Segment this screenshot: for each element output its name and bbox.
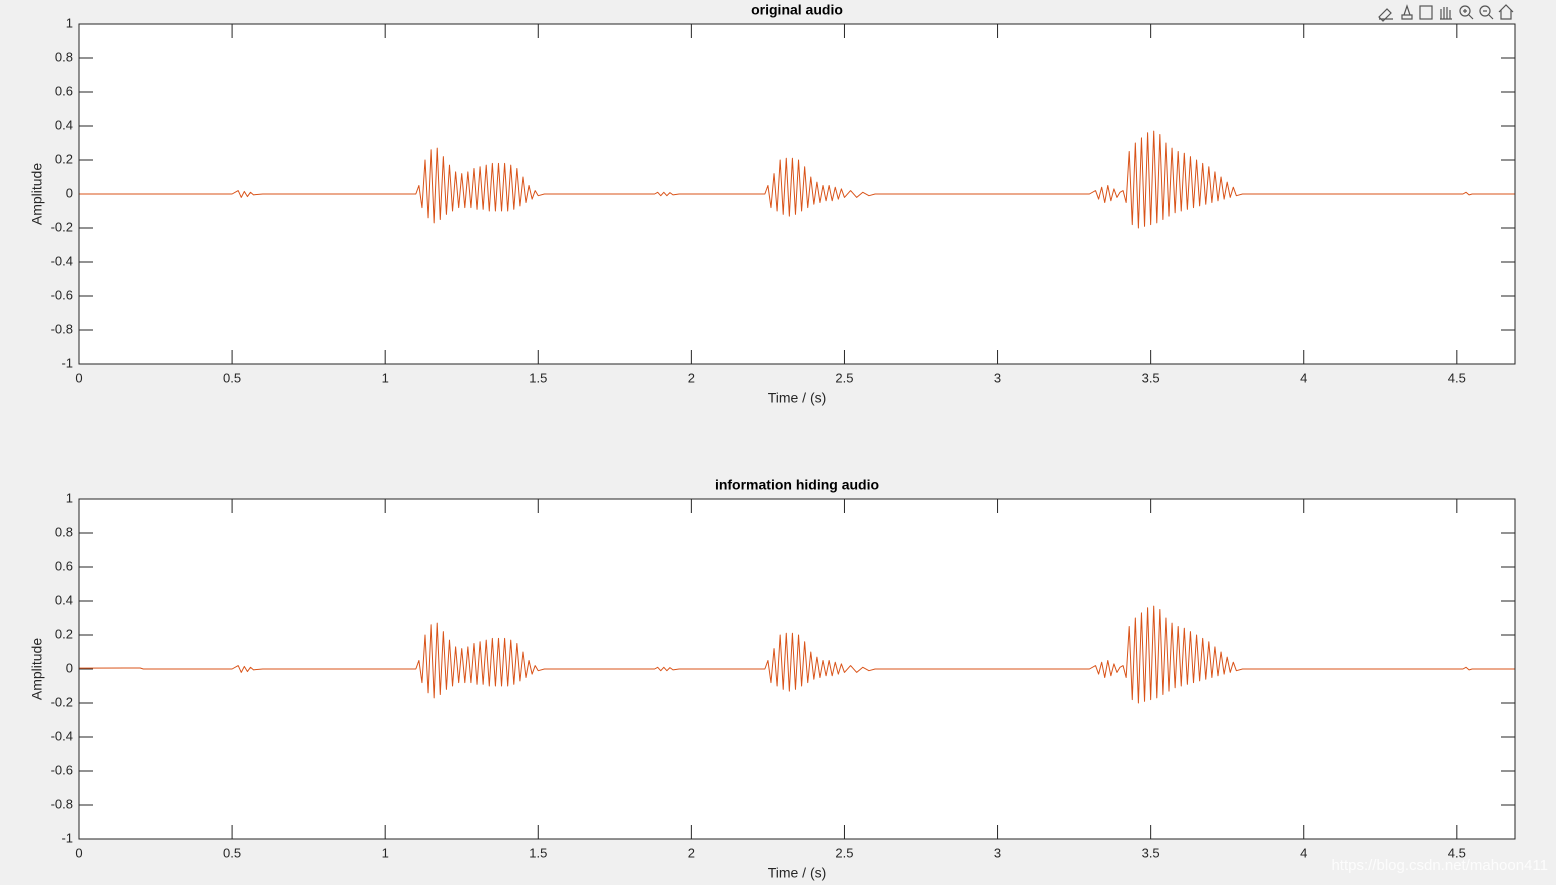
y-tick-label: 0.6	[55, 558, 73, 573]
y-tick-label: -0.6	[51, 287, 73, 302]
x-tick-label: 2.5	[835, 370, 853, 385]
x-tick-label: 1	[382, 845, 389, 860]
y-tick-label: -1	[61, 355, 73, 370]
x-tick-label: 1.5	[529, 370, 547, 385]
y-tick-label: 0	[66, 185, 73, 200]
y-tick-label: -0.6	[51, 762, 73, 777]
y-tick-label: -0.4	[51, 728, 73, 743]
axes: information hiding audio Time / (s) Amplit…	[29, 477, 1516, 881]
zoom-out-handle[interactable]	[1483, 10, 1494, 20]
y-tick-label: -0.8	[51, 796, 73, 811]
x-tick-label: 3	[994, 845, 1001, 860]
x-tick-label: 0.5	[223, 370, 241, 385]
zoom-out-icon[interactable]	[1479, 5, 1491, 17]
axes-title: information hiding audio	[715, 477, 879, 493]
x-axis-label: Time / (s)	[768, 865, 827, 881]
x-tick-label: 0	[75, 845, 82, 860]
y-tick-label: 0.6	[55, 83, 73, 98]
watermark: https://blog.csdn.net/mahoon411	[1331, 857, 1548, 874]
x-tick-label: 1	[382, 370, 389, 385]
y-axis-label: Amplitude	[29, 638, 45, 700]
axes-toolbar[interactable]	[1378, 4, 1514, 22]
y-tick-label: 1	[66, 15, 73, 30]
axes-box	[78, 23, 1516, 365]
y-tick-label: 0.2	[55, 626, 73, 641]
y-axis-label: Amplitude	[29, 163, 45, 225]
x-tick-label: 3.5	[1142, 370, 1160, 385]
x-tick-label: 1.5	[529, 845, 547, 860]
waveform	[78, 605, 1515, 704]
x-tick-label: 3	[994, 370, 1001, 385]
y-tick-label: -1	[61, 830, 73, 845]
y-tick-label: 0.8	[55, 49, 73, 64]
x-tick-label: 3.5	[1142, 845, 1160, 860]
waveform	[79, 130, 1515, 229]
y-tick-label: -0.2	[51, 694, 73, 709]
x-tick-label: 4	[1300, 845, 1307, 860]
y-tick-label: -0.8	[51, 321, 73, 336]
y-tick-label: 0.4	[55, 592, 73, 607]
brush-icon[interactable]	[1378, 8, 1393, 22]
x-axis-label: Time / (s)	[768, 390, 827, 406]
axes: original audio Time / (s) Amplitude -1 -0.8 -…	[29, 2, 1516, 406]
x-tick-label: 2	[688, 370, 695, 385]
zoom-in-icon[interactable]	[1459, 5, 1471, 17]
home-icon[interactable]	[1498, 4, 1514, 20]
zoom-in-handle[interactable]	[1463, 9, 1474, 20]
y-tick-label: 0.2	[55, 151, 73, 166]
x-tick-label: 0	[75, 370, 82, 385]
y-tick-label: 0.4	[55, 117, 73, 132]
y-tick-label: -0.4	[51, 253, 73, 268]
axes-title: original audio	[751, 2, 843, 18]
y-tick-label: 1	[66, 490, 73, 505]
y-tick-label: -0.2	[51, 219, 73, 234]
x-tick-label: 0.5	[223, 845, 241, 860]
x-tick-label: 4	[1300, 370, 1307, 385]
datatip-icon[interactable]	[1401, 4, 1413, 20]
axes-box	[78, 498, 1516, 840]
x-tick-label: 4.5	[1448, 370, 1466, 385]
rotate-icon[interactable]	[1419, 5, 1433, 20]
pan-icon[interactable]	[1440, 7, 1452, 20]
x-tick-label: 4.5	[1448, 845, 1466, 860]
y-tick-label: 0.8	[55, 524, 73, 539]
x-tick-label: 2	[688, 845, 695, 860]
x-tick-label: 2.5	[835, 845, 853, 860]
y-tick-label: 0	[66, 660, 73, 675]
